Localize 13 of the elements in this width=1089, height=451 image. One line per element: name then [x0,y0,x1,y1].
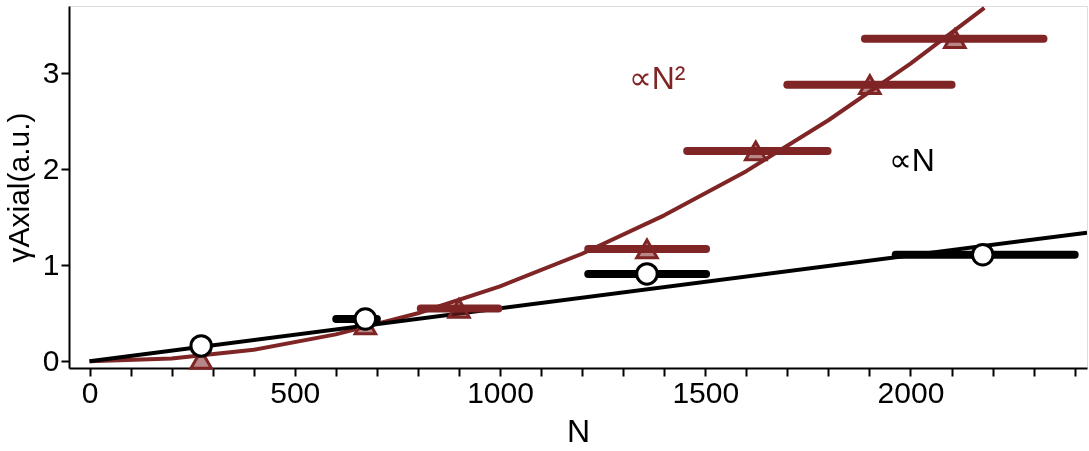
y-tick-label: 3 [42,55,60,89]
x-tick-label: 0 [81,375,99,409]
y-tick-label: 1 [42,247,60,281]
x-tick-label: 1000 [467,375,534,409]
y-tick-label: 2 [42,151,60,185]
x-tick-label: 2000 [877,375,945,409]
annotation: ∝N² [628,59,686,96]
y-axis-title: γAxial(a.u.) [1,112,35,263]
y-tick-label: 0 [42,343,60,377]
x-axis-title: N [566,412,591,449]
annotation: ∝N [888,142,935,179]
x-tick-label: 1500 [672,375,740,409]
x-tick-label: 500 [270,375,321,409]
